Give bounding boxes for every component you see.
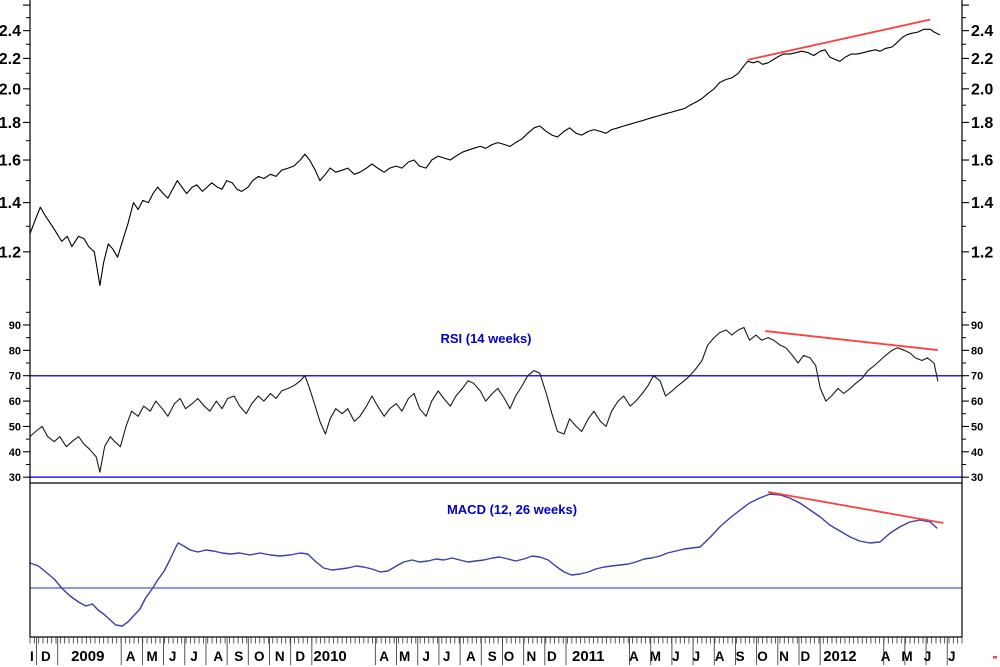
- y-tick-label-left: 40: [9, 447, 21, 459]
- x-month-label: J: [948, 649, 956, 664]
- x-year-label: 2010: [313, 648, 346, 665]
- y-tick-label-right: 30: [971, 472, 983, 484]
- x-month-label: A: [126, 649, 136, 664]
- y-tick-label-right: 1.8: [971, 115, 993, 132]
- y-tick-label-right: 60: [971, 396, 983, 408]
- x-month-label: D: [41, 649, 51, 664]
- y-tick-label-left: 2.4: [0, 23, 21, 40]
- rsi-panel-title: RSI (14 weeks): [440, 331, 531, 346]
- x-month-label: N: [527, 649, 537, 664]
- x-month-label: J: [672, 649, 680, 664]
- y-tick-label-left: 1.8: [0, 115, 21, 132]
- x-month-label: D: [547, 649, 557, 664]
- x-month-label: A: [466, 649, 476, 664]
- y-tick-label-right: 1.2: [971, 244, 993, 261]
- y-tick-label-right: 2.4: [971, 23, 993, 40]
- y-tick-label-right: 50: [971, 421, 983, 433]
- x-month-label: J: [169, 649, 177, 664]
- y-tick-label-right: 90: [971, 320, 983, 332]
- y-tick-label-right: 70: [971, 371, 983, 383]
- x-month-label: M: [650, 649, 661, 664]
- y-tick-label-left: 2.0: [0, 81, 21, 98]
- macd-trendline: [767, 491, 944, 524]
- x-month-label: J: [693, 649, 701, 664]
- rsi-14-weeks-series-line: [29, 326, 939, 473]
- x-year-label: 2009: [71, 648, 104, 665]
- y-tick-label-right: 2.2: [971, 51, 993, 68]
- y-tick-label-left: 2.2: [0, 51, 21, 68]
- y-tick-label-left: 80: [9, 345, 21, 357]
- macd-12-26-weeks-series-line: [29, 493, 938, 627]
- y-tick-label-right: 40: [971, 447, 983, 459]
- rsi-trendline: [765, 330, 938, 351]
- y-tick-label-left: 60: [9, 396, 21, 408]
- y-tick-label-right: 2.0: [971, 81, 993, 98]
- x-month-label: M: [901, 649, 912, 664]
- y-tick-label-left: 70: [9, 371, 21, 383]
- x-month-label: D: [295, 649, 305, 664]
- x-month-label: D: [801, 649, 811, 664]
- x-month-label: M: [399, 649, 410, 664]
- x-month-label: N: [275, 649, 285, 664]
- x-year-label: 2012: [823, 648, 856, 665]
- x-month-label: O: [504, 649, 515, 664]
- x-year-label: 2011: [572, 648, 605, 665]
- x-month-label: A: [715, 649, 725, 664]
- x-month-label: I: [30, 649, 34, 664]
- x-month-label: O: [757, 649, 768, 664]
- x-month-label: J: [443, 649, 451, 664]
- weekly-close-price-series-line: [29, 28, 941, 286]
- y-tick-label-right: 80: [971, 345, 983, 357]
- y-tick-label-left: 50: [9, 421, 21, 433]
- y-tick-label-left: 30: [9, 472, 21, 484]
- x-month-label: J: [924, 649, 932, 664]
- x-month-label: A: [379, 649, 389, 664]
- x-month-label: S: [234, 649, 243, 664]
- x-month-label: N: [779, 649, 789, 664]
- x-month-label: A: [213, 649, 223, 664]
- y-tick-label-left: 1.4: [0, 195, 21, 212]
- x-month-label: A: [881, 649, 891, 664]
- x-month-label: A: [629, 649, 639, 664]
- y-tick-label-right: 1.4: [971, 195, 993, 212]
- x-month-label: M: [146, 649, 157, 664]
- macd-panel-title: MACD (12, 26 weeks): [447, 502, 577, 517]
- x-month-label: J: [422, 649, 430, 664]
- x-month-label: S: [736, 649, 745, 664]
- artifact-red-mark: [993, 656, 997, 659]
- x-month-label: O: [254, 649, 265, 664]
- price-trendline: [747, 18, 931, 61]
- x-month-label: J: [190, 649, 198, 664]
- y-tick-label-left: 90: [9, 320, 21, 332]
- y-tick-label-left: 1.6: [0, 153, 21, 170]
- y-tick-label-right: 1.6: [971, 153, 993, 170]
- y-tick-label-left: 1.2: [0, 244, 21, 261]
- x-month-label: S: [488, 649, 497, 664]
